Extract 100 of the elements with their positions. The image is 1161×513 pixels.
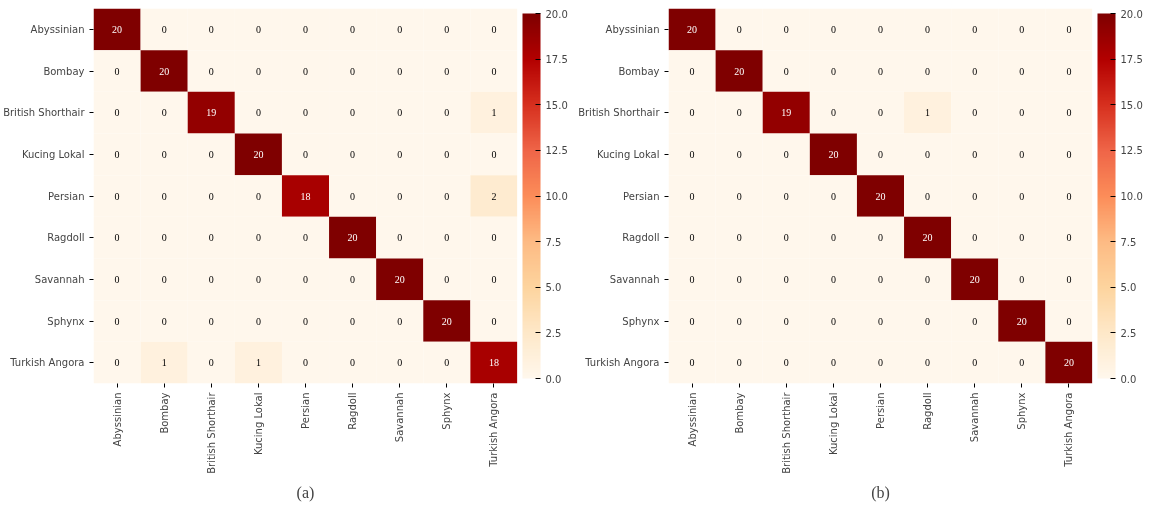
data-label: 0	[689, 357, 695, 369]
data-label: 0	[736, 190, 742, 202]
data-label: 0	[1066, 273, 1072, 285]
data-label: 0	[1019, 65, 1025, 77]
data-label: 20	[828, 148, 839, 160]
data-label: 0	[878, 65, 883, 77]
y-tick-label: Sphynx	[622, 315, 660, 327]
data-label: 20	[394, 273, 405, 285]
data-label: 0	[161, 315, 167, 327]
data-label: 0	[208, 232, 214, 244]
data-label: 0	[878, 107, 883, 119]
x-tick-label: Kucing Lokal	[252, 392, 264, 456]
data-label: 0	[689, 148, 695, 160]
data-label: 0	[161, 148, 167, 160]
data-label: 0	[491, 232, 497, 244]
data-label: 0	[878, 357, 883, 369]
y-tick-label: Persian	[623, 190, 660, 202]
data-label: 1	[491, 107, 497, 119]
data-label: 0	[783, 315, 789, 327]
data-label: 0	[208, 65, 214, 77]
color-bar-label: 2.5	[545, 327, 562, 339]
data-label: 0	[878, 273, 883, 285]
data-label: 0	[161, 273, 167, 285]
data-label: 1	[255, 357, 261, 369]
data-label: 0	[878, 315, 883, 327]
data-label: 0	[878, 232, 883, 244]
x-tick-label: Sphynx	[441, 392, 453, 430]
x-tick-label: British Shorthair	[205, 391, 217, 474]
data-label: 0	[972, 65, 978, 77]
data-label: 0	[1066, 23, 1072, 35]
color-bar-label: 12.5	[1120, 145, 1143, 157]
color-bar-label: 5.0	[1120, 282, 1137, 294]
data-label: 0	[1019, 190, 1025, 202]
data-label: 0	[491, 273, 497, 285]
data-label: 0	[397, 232, 403, 244]
data-label: 0	[208, 273, 214, 285]
data-label: 0	[1019, 273, 1025, 285]
y-tick-label: Savannah	[34, 273, 85, 285]
data-label: 0	[114, 107, 120, 119]
data-label: 0	[783, 190, 789, 202]
data-label: 0	[350, 357, 356, 369]
data-label: 0	[925, 357, 931, 369]
data-label: 0	[350, 148, 356, 160]
x-tick-label: Abyssinian	[686, 392, 698, 447]
data-label: 0	[783, 273, 789, 285]
data-label: 0	[830, 273, 836, 285]
y-tick-label: Kucing Lokal	[21, 148, 85, 160]
data-label: 0	[736, 107, 742, 119]
data-label: 0	[1066, 190, 1072, 202]
x-tick-label: Persian	[300, 392, 311, 429]
data-label: 0	[972, 232, 978, 244]
text: (a)	[296, 483, 315, 502]
data-label: 0	[114, 190, 120, 202]
x-tick-label: Turkish Angora	[488, 392, 500, 468]
data-label: 0	[830, 357, 836, 369]
data-label: 0	[350, 23, 356, 35]
data-label: 0	[1019, 23, 1025, 35]
color-bar-label: 17.5	[545, 54, 568, 66]
data-label: 20	[1016, 315, 1027, 327]
data-label: 0	[208, 23, 214, 35]
color-bar-label: 0.0	[1120, 373, 1137, 385]
data-label: 0	[689, 107, 695, 119]
data-label: 0	[397, 107, 403, 119]
data-label: 0	[736, 357, 742, 369]
color-bar-label: 15.0	[1120, 99, 1143, 111]
data-label: 0	[397, 315, 403, 327]
y-tick-label: Turkish Angora	[9, 357, 85, 369]
data-label: 20	[687, 23, 698, 35]
color-bar-label: 10.0	[1120, 191, 1143, 202]
data-label: 0	[736, 148, 742, 160]
color-bar-label: 17.5	[1120, 54, 1143, 66]
y-tick-label: Abyssinian	[30, 23, 85, 35]
data-label: 0	[736, 273, 742, 285]
data-label: 0	[397, 190, 403, 202]
y-tick-label: British Shorthair	[578, 107, 661, 119]
data-label: 0	[161, 23, 167, 35]
data-label: 0	[444, 148, 450, 160]
data-label: 0	[1066, 65, 1072, 77]
data-label: 0	[491, 23, 497, 35]
data-label: 0	[925, 190, 931, 202]
data-label: 1	[925, 107, 931, 119]
data-label: 0	[303, 65, 308, 77]
y-tick-label: Kucing Lokal	[596, 148, 660, 160]
data-label: 2	[491, 190, 497, 202]
color-bar-label: 5.0	[545, 282, 562, 294]
color-bar-label: 20.0	[1120, 8, 1143, 20]
data-label: 0	[783, 23, 789, 35]
data-label: 0	[303, 107, 308, 119]
data-label: 0	[255, 315, 261, 327]
data-label: 0	[397, 357, 403, 369]
y-tick-label: British Shorthair	[3, 107, 86, 119]
data-label: 0	[114, 148, 120, 160]
data-label: 0	[830, 65, 836, 77]
color-bar-label: 10.0	[545, 191, 568, 202]
data-label: 0	[161, 190, 167, 202]
data-label: 0	[444, 357, 450, 369]
data-label: 0	[830, 315, 836, 327]
data-label: 0	[689, 65, 695, 77]
data-label: 0	[491, 315, 497, 327]
x-tick-label: Savannah	[394, 392, 406, 443]
